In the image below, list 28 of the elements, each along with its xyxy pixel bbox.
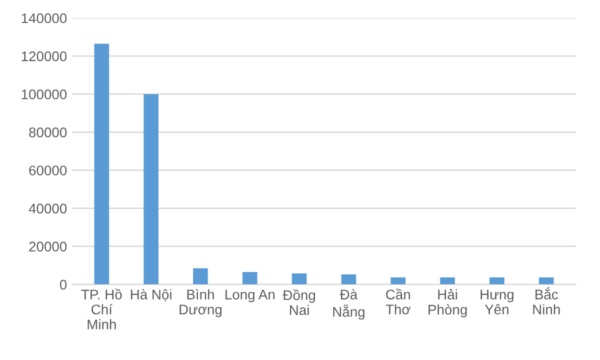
y-tick-label: 120000 bbox=[22, 51, 67, 62]
x-tick-label: Hà Nội bbox=[130, 289, 172, 302]
bar bbox=[193, 268, 208, 284]
y-tick-label: 20000 bbox=[29, 242, 67, 252]
y-tick-label: 100000 bbox=[22, 89, 67, 100]
x-tick-label: Đà Nẵng bbox=[333, 289, 364, 320]
bar bbox=[538, 277, 554, 284]
y-tick-label: 60000 bbox=[29, 166, 67, 176]
x-tick-label: Hải Phòng bbox=[428, 288, 467, 318]
bar bbox=[341, 274, 356, 284]
y-tick-label: 40000 bbox=[28, 204, 67, 214]
y-tick-label: 0 bbox=[60, 280, 67, 290]
x-tick-label: TP. Hồ Chí Minh bbox=[81, 288, 122, 330]
x-tick-label: Đồng Nai bbox=[282, 289, 315, 316]
bar bbox=[242, 272, 258, 284]
y-tick-label: 80000 bbox=[29, 128, 67, 138]
x-tick-label: Bình Dương bbox=[180, 289, 222, 318]
bar bbox=[292, 273, 307, 284]
bar bbox=[490, 277, 504, 284]
bar bbox=[144, 94, 158, 284]
x-tick-label: Hưng Yên bbox=[480, 290, 514, 314]
y-tick-label: 140000 bbox=[22, 13, 67, 24]
bar bbox=[94, 44, 110, 284]
bar bbox=[390, 277, 406, 284]
x-tick-label: Bắc Ninh bbox=[533, 287, 560, 314]
x-tick-label: Long An bbox=[226, 290, 274, 302]
x-tick-label: Cần Thơ bbox=[386, 288, 410, 314]
bar bbox=[440, 277, 455, 284]
